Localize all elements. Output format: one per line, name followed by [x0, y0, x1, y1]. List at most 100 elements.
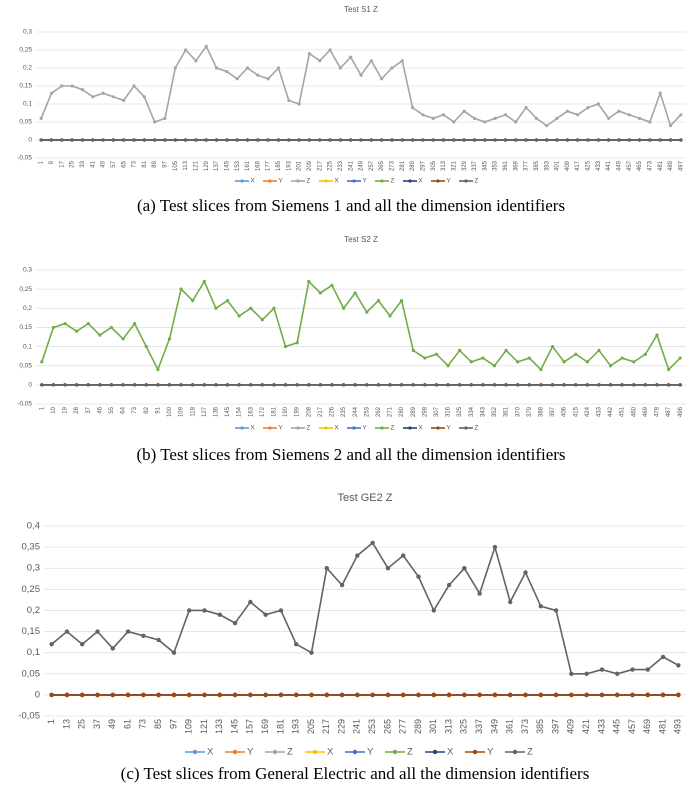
data-point: [217, 612, 222, 617]
data-point: [643, 383, 647, 387]
data-point: [142, 95, 146, 99]
data-point: [40, 360, 44, 364]
data-point: [173, 66, 177, 70]
x-tick-label: 460: [631, 406, 637, 417]
data-point: [184, 48, 188, 52]
data-point: [565, 109, 569, 113]
data-point: [294, 692, 299, 698]
data-point: [341, 383, 346, 387]
data-point: [171, 650, 177, 655]
legend-marker: [436, 179, 440, 183]
data-point: [562, 360, 566, 364]
data-point: [260, 318, 264, 322]
x-tick-label: 262: [376, 406, 382, 417]
x-tick-label: 473: [647, 160, 653, 171]
legend-marker: [436, 426, 440, 430]
x-tick-label: 433: [596, 719, 606, 734]
data-point: [514, 138, 518, 142]
x-tick-label: 145: [224, 160, 230, 171]
x-tick-label: 441: [606, 160, 612, 171]
data-point: [617, 109, 621, 113]
data-point: [156, 692, 161, 698]
x-tick-label: 109: [184, 719, 194, 734]
data-point: [369, 59, 373, 63]
x-tick-label: 217: [317, 160, 323, 171]
data-point: [339, 692, 345, 698]
legend-label: Y: [367, 747, 374, 758]
chart-title: Test S1 Z: [344, 5, 378, 14]
x-tick-label: 424: [585, 406, 591, 417]
y-tick-label: 0,1: [27, 647, 40, 658]
y-tick-label: 0,3: [27, 563, 40, 574]
x-tick-label: 25: [77, 719, 87, 729]
data-point: [632, 360, 636, 364]
data-point: [287, 138, 291, 142]
legend-label: Y: [487, 747, 494, 758]
y-tick-label: 0,2: [23, 65, 32, 72]
data-point: [493, 116, 497, 120]
legend-label: Y: [362, 178, 367, 185]
x-tick-label: 478: [655, 406, 661, 417]
x-tick-label: 73: [132, 160, 138, 167]
data-point: [658, 138, 662, 142]
x-tick-label: 33: [80, 160, 86, 167]
x-tick-label: 409: [566, 719, 576, 734]
data-point: [431, 692, 436, 698]
data-point: [318, 291, 322, 295]
chart-panel: Test S2 Z -0,05 0 0,05 0,1 0,15 0,2 0,25 0,3 1 10 1…: [17, 235, 686, 464]
data-point: [49, 91, 54, 95]
data-point: [63, 322, 67, 326]
x-tick-label: 201: [297, 160, 303, 171]
data-point: [125, 629, 131, 634]
data-point: [202, 383, 206, 387]
data-point: [318, 383, 322, 387]
data-point: [49, 642, 54, 647]
data-point: [441, 138, 446, 142]
x-tick-label: 46: [97, 406, 103, 413]
x-tick-label: 37: [86, 406, 92, 413]
y-tick-label: 0,15: [19, 324, 32, 331]
x-tick-label: 82: [144, 406, 150, 413]
data-point: [64, 692, 70, 698]
data-point: [187, 608, 192, 613]
data-point: [156, 383, 160, 387]
data-point: [410, 138, 415, 142]
data-point: [538, 604, 543, 609]
caption: (b) Test slices from Siemens 2 and all t…: [136, 445, 565, 464]
y-tick-label: -0,05: [17, 155, 32, 162]
x-tick-label: 415: [573, 406, 579, 417]
data-point: [492, 364, 497, 368]
legend-label: X: [250, 178, 255, 185]
x-tick-label: 421: [581, 719, 591, 734]
data-point: [307, 383, 311, 387]
x-tick-label: 154: [237, 406, 243, 417]
data-point: [655, 333, 659, 337]
x-tick-label: 457: [627, 719, 637, 734]
data-point: [256, 73, 260, 77]
data-point: [555, 138, 559, 142]
x-tick-label: 442: [608, 406, 614, 417]
x-tick-label: 406: [562, 406, 568, 417]
data-point: [232, 692, 238, 698]
data-point: [632, 383, 636, 387]
data-point: [204, 44, 208, 49]
data-point: [534, 138, 538, 142]
data-point: [385, 692, 391, 698]
data-point: [256, 138, 260, 142]
data-point: [263, 612, 268, 617]
data-point: [421, 138, 425, 142]
legend-marker: [392, 749, 398, 755]
x-tick-label: 241: [348, 160, 354, 171]
data-point: [676, 663, 681, 668]
x-tick-label: 305: [431, 160, 437, 171]
x-tick-label: 313: [443, 719, 453, 734]
data-point: [202, 608, 207, 613]
data-point: [452, 120, 456, 124]
y-tick-label: 0,1: [23, 101, 32, 108]
x-tick-label: 271: [388, 406, 394, 417]
y-tick-label: 0: [28, 382, 32, 389]
x-tick-label: 129: [204, 160, 210, 171]
data-point: [380, 77, 384, 81]
x-tick-label: 185: [276, 160, 282, 171]
